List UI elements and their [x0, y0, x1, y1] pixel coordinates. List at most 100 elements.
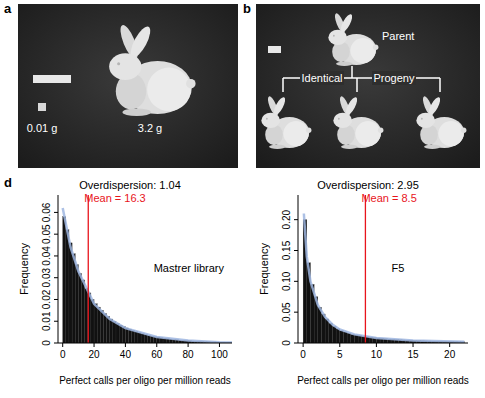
y-axis-label: Frequency: [258, 243, 270, 295]
bunny-eye: [421, 118, 423, 120]
plot-marks: [63, 195, 232, 343]
y-axis-label: Frequency: [18, 243, 30, 295]
y-tick: [54, 234, 58, 235]
mass-label: 3.2 g: [138, 122, 162, 134]
mean-line: [365, 195, 366, 343]
bunny-head: [333, 113, 352, 128]
panel-letter: a: [4, 1, 12, 16]
bunny: [328, 12, 378, 66]
small-cube: [38, 103, 46, 111]
bunny-haunch: [283, 121, 308, 146]
x-tick-label: 20: [88, 349, 100, 360]
x-tick-label: 60: [151, 349, 163, 360]
fit-curve: [304, 214, 464, 342]
bunny-haunch: [438, 121, 463, 146]
scale-bar: [268, 46, 281, 53]
background: [0, 0, 485, 398]
histogram-bar: [119, 325, 122, 343]
histogram-bar: [85, 289, 88, 343]
histogram-bar: [94, 304, 97, 343]
histogram-bar: [132, 331, 135, 343]
bunny-eye: [266, 118, 268, 120]
x-tick: [413, 343, 414, 347]
histogram-chart: 0510152000.050.100.150.20FrequencyPerfec…: [258, 179, 469, 386]
mass-label: 0.01 g: [27, 122, 58, 134]
bunny: [333, 95, 383, 149]
histogram-bar: [354, 335, 358, 343]
bracket-line: [282, 78, 284, 92]
histogram-bar: [129, 329, 132, 343]
y-tick-label: 0.10: [281, 271, 292, 291]
histogram-bar: [107, 316, 110, 343]
bunny: [416, 95, 466, 149]
bracket-line: [351, 66, 353, 78]
histogram-bar: [103, 314, 106, 343]
x-axis-label: Perfect calls per oligo per million read…: [297, 375, 469, 386]
histogram-bar: [141, 334, 144, 343]
y-tick-label: 0.06: [41, 202, 52, 222]
histogram-bar: [147, 335, 150, 343]
x-tick: [188, 343, 189, 347]
x-tick: [62, 343, 63, 347]
bunny-feet: [341, 145, 358, 149]
bunny: [109, 23, 195, 116]
bunny-feet: [424, 145, 441, 149]
bracket-line: [439, 78, 441, 92]
histogram-bar: [97, 307, 100, 343]
bunny-feet: [269, 145, 286, 149]
bunny: [261, 95, 311, 149]
figure: abd0.01 g3.2 gParentIdenticalProgeny0204…: [0, 0, 485, 398]
bunny-head: [416, 113, 435, 128]
mean-label: Mean = 8.5: [361, 192, 416, 204]
histogram-bar: [110, 319, 113, 343]
histogram-bar: [66, 230, 69, 343]
bracket-label: Progeny: [374, 72, 415, 84]
annotation: F5: [392, 262, 405, 274]
bunny-head: [328, 30, 347, 45]
chart-title: Overdispersion: 2.95: [317, 179, 419, 191]
bracket-label: Identical: [302, 72, 343, 84]
y-axis: [298, 195, 299, 343]
histogram-bar: [347, 333, 351, 343]
y-tick-label: 0.05: [41, 224, 52, 244]
bunny-eye: [338, 118, 340, 120]
histogram-bar: [329, 323, 333, 343]
bunny-tail: [373, 45, 379, 51]
y-tick: [294, 219, 298, 220]
histogram-bar: [135, 332, 138, 343]
x-tick: [376, 343, 377, 347]
histogram-bar: [82, 280, 85, 343]
histogram-bar: [113, 321, 116, 343]
bunny-feet: [336, 62, 353, 66]
bunny-tail: [306, 128, 312, 134]
y-tick-label: 0.01: [41, 311, 52, 331]
x-tick-label: 100: [211, 349, 228, 360]
bunny-tail: [378, 128, 384, 134]
y-tick: [54, 299, 58, 300]
histogram-bar: [116, 323, 119, 343]
x-tick: [339, 343, 340, 347]
annotation: Mastrer library: [154, 262, 225, 274]
histogram-bar: [69, 243, 72, 343]
photo-a: 0.01 g 3.2 g: [18, 4, 238, 168]
bunny-feet: [122, 108, 151, 116]
histogram-bar: [138, 333, 141, 343]
histogram-bar: [336, 329, 340, 343]
x-tick-label: 80: [183, 349, 195, 360]
y-tick-label: 0.20: [281, 209, 292, 229]
histogram-bar: [144, 335, 147, 343]
histogram-chart: 02040608010000.010.020.030.040.050.06Fre…: [18, 179, 238, 386]
x-axis: [298, 343, 468, 344]
y-tick-label: 0: [281, 340, 292, 346]
bunny-head: [109, 53, 141, 80]
mean-label: Mean = 16.3: [84, 192, 145, 204]
histogram-bar: [100, 310, 103, 343]
y-tick: [54, 255, 58, 256]
bunny-eye: [117, 62, 120, 65]
histogram-bar: [325, 319, 329, 343]
x-tick-label: 15: [407, 349, 419, 360]
y-tick: [294, 250, 298, 251]
x-tick-label: 10: [371, 349, 383, 360]
x-tick: [449, 343, 450, 347]
y-tick-label: 0.04: [41, 246, 52, 266]
